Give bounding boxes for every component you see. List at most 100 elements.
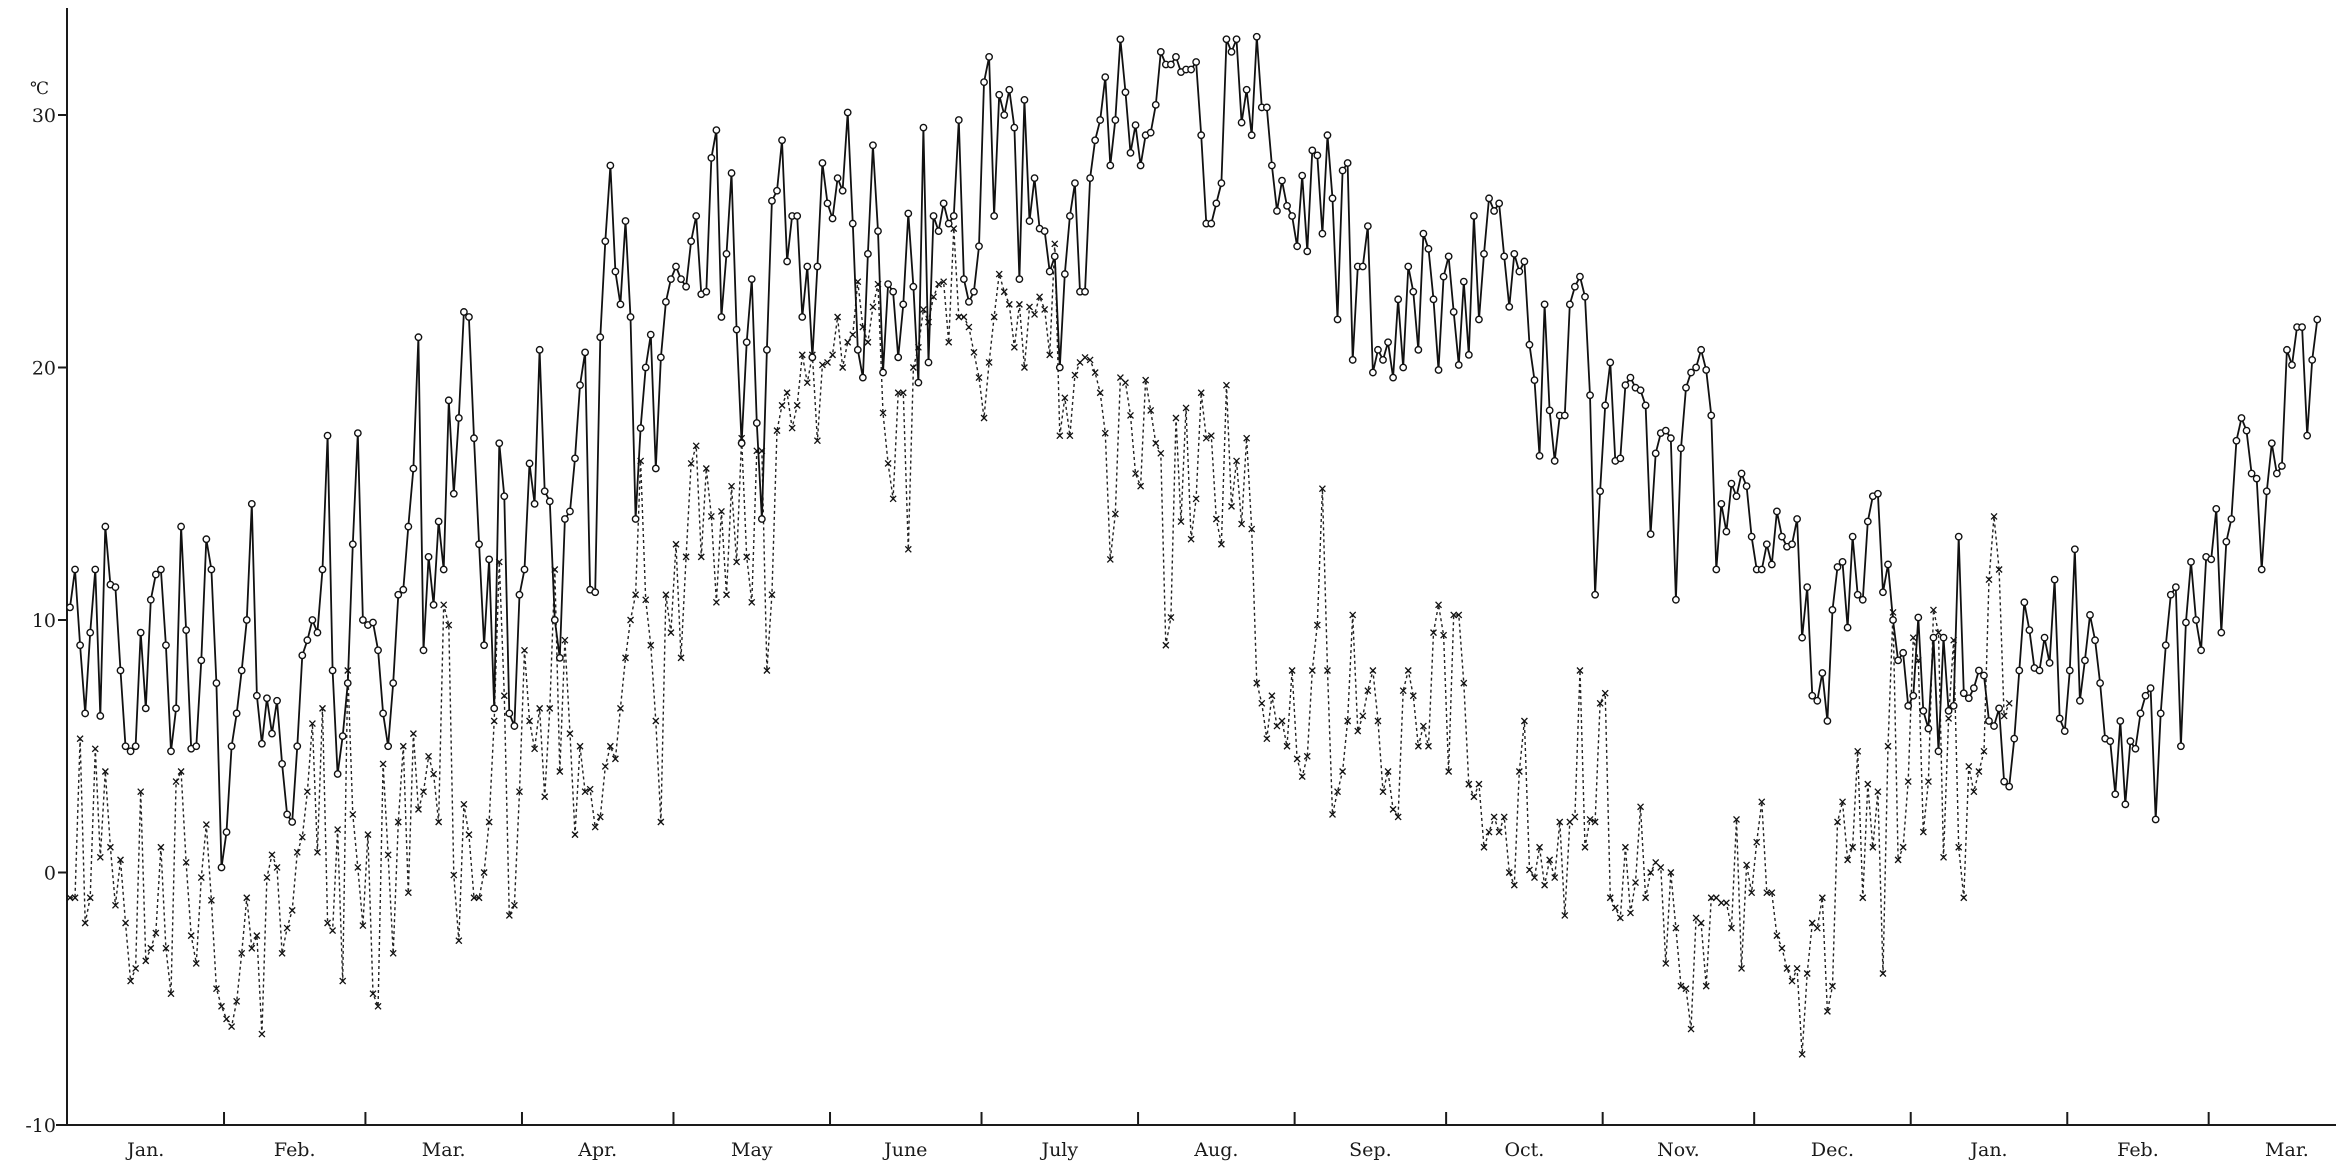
min-temperature-point	[1924, 778, 1932, 786]
max-temperature-point	[1757, 565, 1766, 574]
max-temperature-point	[1798, 633, 1807, 642]
min-temperature-point	[1879, 970, 1887, 977]
max-temperature-point	[884, 280, 892, 289]
min-temperature-point	[965, 323, 973, 331]
cross-stroke	[470, 894, 478, 902]
cross-stroke	[1904, 778, 1912, 786]
min-temperature-point	[1758, 798, 1766, 806]
min-temperature-point	[293, 848, 301, 856]
cross-stroke	[71, 894, 79, 902]
min-temperature-point	[566, 730, 574, 738]
min-temperature-point	[233, 997, 241, 1005]
cross-stroke	[1697, 919, 1705, 927]
max-temperature-point	[1672, 595, 1680, 604]
max-temperature-point	[2176, 742, 2185, 751]
cross-stroke	[1404, 667, 1412, 674]
month-label: Dec.	[1811, 1139, 1854, 1161]
min-temperature-point	[1960, 894, 1968, 902]
cross-stroke	[1081, 353, 1089, 361]
min-temperature-point	[1000, 288, 1008, 296]
cross-stroke	[1531, 874, 1538, 882]
max-temperature-point	[2156, 709, 2165, 718]
min-temperature-point	[1844, 856, 1852, 864]
cross-stroke	[157, 843, 165, 851]
max-temperature-point	[1424, 244, 1433, 253]
max-temperature-point	[2308, 356, 2317, 364]
cross-stroke	[1990, 513, 1998, 520]
cross-stroke	[662, 591, 670, 599]
cross-stroke	[1642, 894, 1650, 902]
max-temperature-point	[2000, 777, 2009, 786]
max-temperature-point	[222, 828, 231, 836]
cross-stroke	[1121, 379, 1129, 387]
min-temperature-point	[1596, 699, 1604, 707]
cross-stroke	[1248, 525, 1256, 533]
max-temperature-point	[601, 237, 610, 246]
min-temperature-point	[1167, 614, 1175, 621]
max-temperature-point	[929, 212, 938, 220]
min-temperature-point	[1748, 889, 1756, 897]
cross-stroke	[1137, 482, 1145, 490]
min-temperature-point	[1500, 813, 1508, 821]
max-temperature-point	[1858, 595, 1867, 604]
max-temperature-point	[2257, 565, 2266, 574]
max-temperature-point	[980, 78, 988, 87]
min-temperature-point	[591, 823, 599, 831]
cross-stroke	[81, 919, 89, 927]
max-temperature-point	[177, 522, 186, 531]
cross-stroke	[667, 629, 675, 637]
min-temperature-point	[1394, 813, 1402, 821]
min-temperature-point	[1031, 311, 1039, 318]
max-temperature-point	[338, 732, 347, 741]
min-temperature-point	[1940, 853, 1948, 861]
min-temperature-point	[1207, 432, 1215, 440]
min-temperature-point	[425, 752, 433, 760]
min-temperature-point	[1561, 911, 1569, 919]
max-temperature-point	[965, 297, 973, 306]
min-temperature-point	[1859, 894, 1867, 902]
max-temperature-point	[202, 535, 211, 544]
cross-stroke	[980, 414, 988, 422]
min-temperature-point	[1637, 803, 1645, 811]
cross-stroke	[561, 636, 569, 644]
max-temperature-point	[2247, 469, 2256, 478]
min-temperature-point	[1046, 351, 1054, 359]
min-temperature-point	[834, 313, 842, 321]
cross-stroke	[1536, 843, 1544, 851]
max-temperature-point	[747, 275, 756, 284]
cross-stroke	[798, 351, 806, 359]
cross-stroke	[1839, 798, 1847, 806]
min-temperature-point	[1142, 376, 1150, 384]
max-temperature-point	[1944, 707, 1953, 715]
cross-stroke	[1318, 485, 1326, 493]
max-temperature-point	[2035, 666, 2044, 675]
min-temperature-point	[571, 831, 579, 839]
min-temperature-point	[606, 742, 614, 750]
min-temperature-point	[1404, 667, 1412, 674]
cross-stroke	[1581, 843, 1589, 851]
cross-stroke	[1445, 768, 1453, 775]
max-temperature-point	[257, 739, 266, 748]
min-temperature-point	[1995, 566, 2003, 573]
cross-stroke	[1717, 899, 1725, 907]
cross-stroke	[1556, 818, 1564, 826]
max-temperature-point	[1015, 275, 1024, 284]
cross-stroke	[541, 793, 549, 801]
max-temperature-point	[1030, 174, 1039, 183]
cross-stroke	[702, 465, 710, 472]
max-temperature-point	[1247, 131, 1256, 140]
max-temperature-point	[247, 499, 256, 508]
min-temperature-point	[526, 717, 534, 725]
max-temperature-point	[742, 338, 751, 347]
series-max-group	[66, 32, 2322, 872]
max-temperature-point	[1530, 376, 1539, 385]
min-temperature-point	[1874, 788, 1882, 796]
min-temperature-point	[748, 598, 756, 606]
cross-stroke	[1101, 429, 1109, 437]
min-temperature-point	[1738, 964, 1746, 972]
min-temperature-point	[223, 1015, 231, 1023]
min-temperature-point	[707, 513, 715, 520]
min-temperature-point	[1318, 485, 1326, 493]
max-temperature-point	[384, 742, 393, 751]
min-temperature-point	[1440, 631, 1448, 639]
